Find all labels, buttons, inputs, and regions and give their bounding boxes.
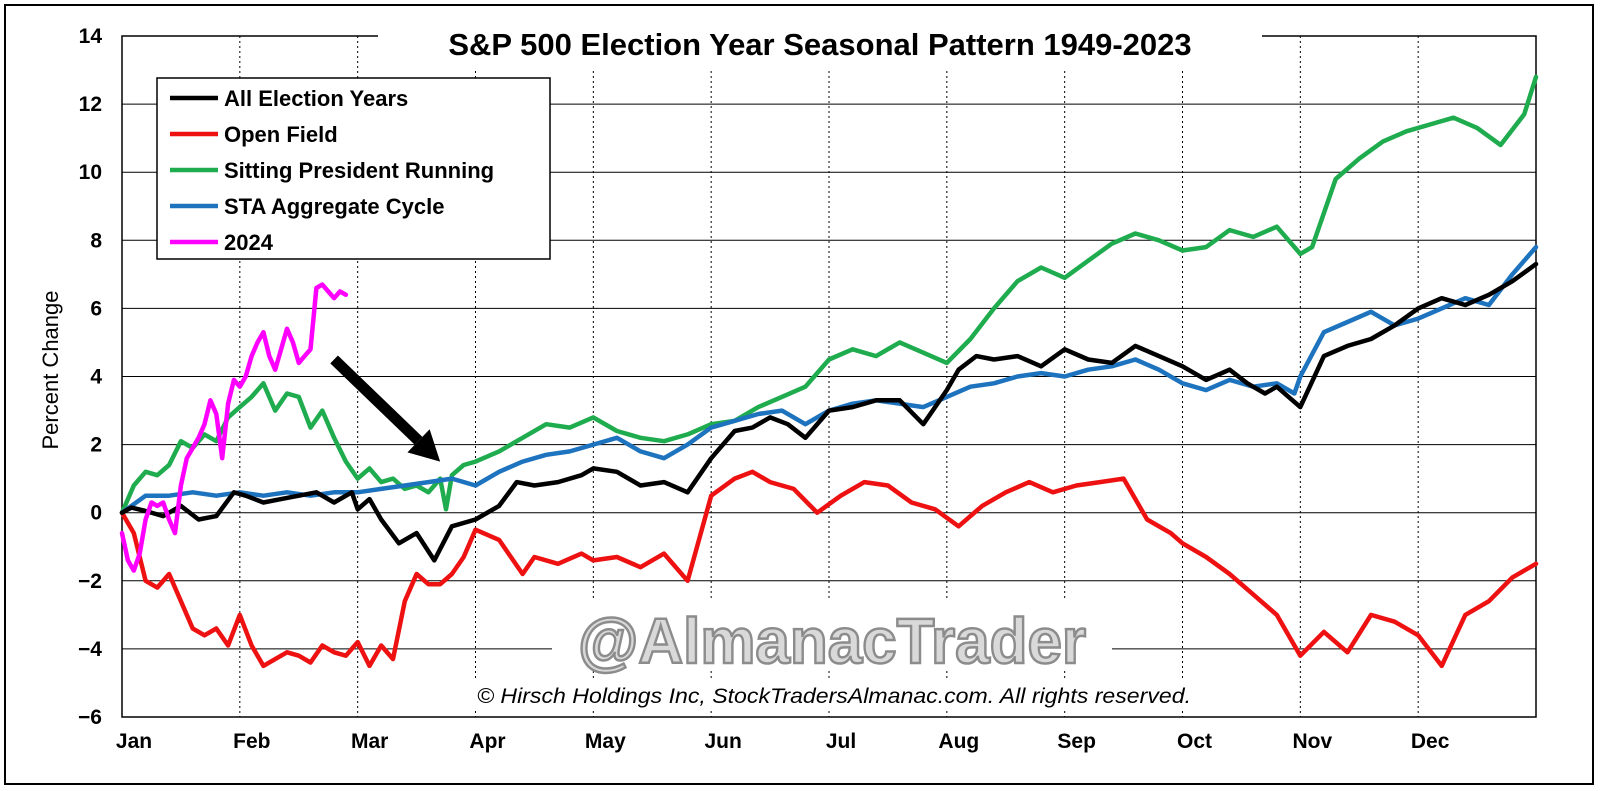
watermark: @AlmanacTrader	[552, 598, 1112, 678]
x-tick-label: Dec	[1411, 730, 1450, 753]
y-tick-label: 8	[90, 229, 102, 252]
x-tick-label: Sep	[1057, 730, 1096, 753]
legend-label: All Election Years	[224, 86, 408, 111]
title-background	[378, 22, 1262, 68]
x-tick-label: Aug	[938, 730, 979, 753]
legend-label: 2024	[224, 230, 274, 255]
y-tick-label: 6	[90, 297, 102, 320]
arrow-shaft	[330, 355, 423, 445]
x-tick-label: Nov	[1292, 730, 1332, 753]
y-tick-label: 12	[79, 93, 102, 116]
y-tick-label: 14	[79, 25, 103, 48]
y-axis-label: Percent Change	[38, 291, 63, 450]
y-tick-label: 2	[90, 434, 102, 457]
y-tick-label: −2	[78, 570, 102, 593]
legend-label: Open Field	[224, 122, 338, 147]
arrow-head	[407, 429, 441, 462]
x-tick-label: Jul	[826, 730, 856, 753]
series-line-2024	[119, 282, 349, 573]
x-tick-label: Jun	[704, 730, 741, 753]
legend-label: Sitting President Running	[224, 158, 494, 183]
annotation-arrow	[330, 355, 441, 462]
x-tick-label: Feb	[233, 730, 270, 753]
x-axis-ticks: Jan Feb Mar Apr May Jun Jul Aug Sep Oct Nov Dec	[116, 730, 1450, 753]
x-tick-label: Oct	[1177, 730, 1212, 753]
legend-box	[156, 77, 551, 260]
watermark-text: @AlmanacTrader	[578, 605, 1086, 677]
y-tick-label: 4	[90, 366, 102, 389]
copyright-background	[472, 678, 1196, 708]
y-tick-label: 0	[90, 502, 102, 525]
legend-label: STA Aggregate Cycle	[224, 194, 444, 219]
watermark-background	[552, 598, 1112, 668]
series-line-all-election-years	[119, 261, 1539, 563]
y-tick-label: 10	[79, 161, 102, 184]
x-tick-label: Mar	[351, 730, 388, 753]
copyright-text: © Hirsch Holdings Inc, StockTradersAlman…	[477, 685, 1191, 708]
chart-title: S&P 500 Election Year Seasonal Pattern 1…	[448, 27, 1191, 62]
x-tick-label: Apr	[469, 730, 505, 753]
legend: All Election Years Open Field Sitting Pres…	[156, 77, 551, 260]
series-line-open-field	[119, 469, 1539, 669]
series-line-sitting-president-running	[119, 74, 1539, 515]
y-tick-label: −6	[78, 706, 102, 729]
y-tick-label: −4	[78, 638, 102, 661]
x-tick-label: May	[585, 730, 626, 753]
x-tick-label: Jan	[116, 730, 152, 753]
y-axis-ticks: 14 12 10 8 6 4 2 0 −6 −2 −4	[78, 25, 102, 729]
series-lines	[119, 74, 1539, 669]
